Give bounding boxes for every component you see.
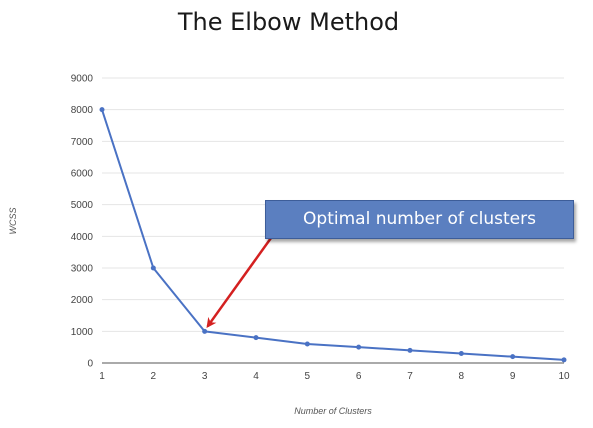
data-point	[356, 344, 362, 350]
annotation-arrow-group	[206, 237, 273, 328]
data-series	[99, 107, 567, 363]
data-point	[458, 351, 464, 356]
x-tick-label: 8	[459, 371, 465, 382]
data-point	[253, 335, 259, 341]
y-tick-label: 7000	[71, 137, 94, 148]
x-tick-label: 3	[202, 371, 208, 382]
x-tick-label: 1	[99, 371, 105, 382]
data-point	[510, 354, 516, 360]
x-tick-label: 7	[407, 371, 413, 382]
annotation-arrow	[206, 237, 273, 328]
x-tick-label: 4	[253, 371, 259, 382]
data-point	[202, 328, 208, 334]
data-point	[561, 357, 567, 363]
y-tick-label: 9000	[71, 74, 94, 85]
y-tick-label: 1000	[71, 327, 94, 338]
annotation-box: Optimal number of clusters	[265, 200, 574, 239]
data-point	[99, 107, 105, 113]
x-axis-label: Number of Clusters	[294, 406, 372, 416]
x-tick-label: 9	[510, 371, 516, 382]
data-point	[407, 347, 413, 353]
y-tick-label: 6000	[71, 169, 94, 180]
x-tick-label: 2	[151, 371, 157, 382]
y-tick-label: 4000	[71, 232, 94, 243]
data-point	[304, 341, 310, 347]
x-tick-label: 6	[356, 371, 362, 382]
series-line	[101, 109, 565, 361]
chart-title: The Elbow Method	[177, 8, 400, 36]
y-tick-label: 2000	[71, 295, 94, 306]
x-tick-label: 5	[305, 371, 311, 382]
data-point	[150, 265, 156, 271]
y-tick-label: 8000	[71, 105, 94, 116]
axes: 0 1000 2000 3000 4000 5000 6000 7000 8000 9000 1 2 3…	[71, 74, 570, 383]
y-tick-label: 3000	[71, 264, 94, 275]
x-tick-label: 10	[558, 371, 570, 382]
y-tick-label: 0	[87, 359, 93, 370]
y-tick-label: 5000	[71, 200, 94, 211]
